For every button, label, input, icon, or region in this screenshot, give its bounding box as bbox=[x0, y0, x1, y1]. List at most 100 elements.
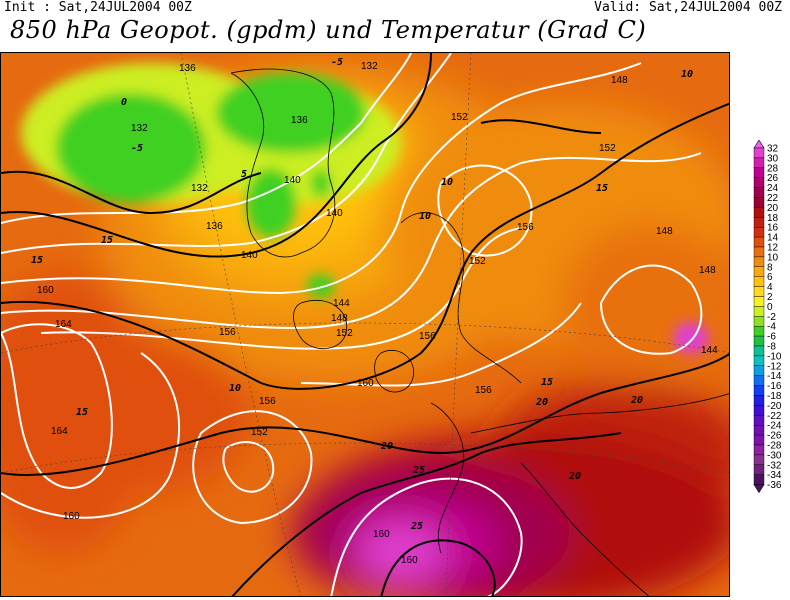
map-title: 850 hPa Geopot. (gpdm) und Temperatur (G… bbox=[10, 16, 647, 44]
geo-label-156c: 156 bbox=[259, 396, 276, 407]
legend-label: -4 bbox=[767, 322, 776, 333]
isotherm-contours bbox=[1, 53, 729, 596]
temp-label-15c: 15 bbox=[596, 183, 608, 194]
legend-label: 16 bbox=[767, 223, 779, 234]
legend-label: 2 bbox=[767, 292, 773, 303]
legend-label: -22 bbox=[767, 411, 782, 422]
geo-label-156d: 156 bbox=[475, 385, 492, 396]
temp-label-0: 0 bbox=[121, 97, 127, 108]
legend-label: -32 bbox=[767, 460, 782, 471]
temp-label-10b: 10 bbox=[419, 211, 431, 222]
legend-swatch bbox=[753, 405, 765, 416]
legend-label: -30 bbox=[767, 450, 782, 461]
legend-label: 20 bbox=[767, 203, 779, 214]
legend-swatch bbox=[753, 256, 765, 268]
geopotential-labels: 132 132 132 136 136 136 140 140 140 144 … bbox=[37, 61, 718, 566]
geo-label-140c: 140 bbox=[241, 250, 258, 261]
geo-label-156b: 156 bbox=[419, 331, 436, 342]
legend-swatch bbox=[753, 296, 765, 307]
legend-swatch bbox=[753, 226, 765, 238]
geo-label-164b: 164 bbox=[51, 426, 68, 437]
geo-label-152b: 152 bbox=[336, 328, 353, 339]
geo-label-140b: 140 bbox=[326, 208, 343, 219]
temp-label-m5b: -5 bbox=[131, 143, 143, 154]
temperature-field bbox=[1, 53, 729, 596]
geo-label-132: 132 bbox=[131, 123, 148, 134]
temp-label-5: 5 bbox=[241, 169, 247, 180]
geo-label-144: 144 bbox=[333, 298, 350, 309]
geo-label-140: 140 bbox=[284, 175, 301, 186]
temp-label-20d: 20 bbox=[568, 471, 581, 482]
legend-label: 22 bbox=[767, 193, 779, 204]
legend-label: -18 bbox=[767, 391, 782, 402]
legend-label: -36 bbox=[767, 480, 782, 491]
temp-label-m5: -5 bbox=[331, 57, 343, 68]
geo-label-136c: 136 bbox=[291, 115, 308, 126]
geo-label-144b: 144 bbox=[701, 345, 718, 356]
legend-label: -8 bbox=[767, 342, 776, 353]
geo-label-160b: 160 bbox=[357, 378, 374, 389]
legend-swatch bbox=[753, 335, 765, 347]
geo-label-148c: 148 bbox=[656, 226, 673, 237]
legend-label: -34 bbox=[767, 470, 782, 481]
legend-labels: 32302826242220181614121086420-2-4-6-8-10… bbox=[767, 144, 782, 492]
legend-svg: 32302826242220181614121086420-2-4-6-8-10… bbox=[753, 139, 782, 494]
geo-label-136: 136 bbox=[179, 63, 196, 74]
legend-swatch bbox=[753, 345, 765, 357]
legend-label: 6 bbox=[767, 272, 773, 283]
geo-label-152d: 152 bbox=[251, 427, 268, 438]
legend-swatch bbox=[753, 246, 765, 258]
temp-label-10c: 10 bbox=[681, 69, 693, 80]
legend-label: -10 bbox=[767, 351, 782, 362]
legend-label: 14 bbox=[767, 233, 779, 244]
legend-swatch bbox=[753, 385, 765, 396]
geo-label-148b: 148 bbox=[611, 75, 628, 86]
legend-label: -14 bbox=[767, 371, 782, 382]
temp-label-10: 10 bbox=[441, 177, 453, 188]
color-legend: 32 30 28 26 24 22 20 18 16 14 12 10 8 6 4 2 0 -2 -4 -6 -8 -10… bbox=[748, 139, 788, 520]
legend-label: -26 bbox=[767, 431, 782, 442]
legend-swatches bbox=[753, 139, 765, 494]
temp-label-15d: 15 bbox=[76, 407, 88, 418]
legend-swatch bbox=[753, 167, 765, 178]
temperature-labels: 0 -5 -5 5 10 10 10 10 15 15 15 15 15 20 … bbox=[31, 57, 693, 532]
legend-swatch bbox=[753, 464, 765, 475]
geo-label-152: 152 bbox=[451, 112, 468, 123]
geo-label-164: 164 bbox=[55, 319, 72, 330]
legend-label: 18 bbox=[767, 213, 779, 224]
legend-arrow-bottom bbox=[753, 484, 765, 494]
geo-label-160c: 160 bbox=[63, 511, 80, 522]
legend-swatch bbox=[753, 207, 765, 218]
temp-label-15b: 15 bbox=[31, 255, 43, 266]
geo-label-136b: 136 bbox=[206, 221, 223, 232]
legend-swatch bbox=[753, 365, 765, 376]
legend-label: 10 bbox=[767, 252, 779, 263]
legend-swatch bbox=[753, 425, 765, 436]
legend-swatch bbox=[753, 286, 765, 297]
legend-label: 30 bbox=[767, 153, 779, 164]
geo-label-148d: 148 bbox=[699, 265, 716, 276]
temp-label-20b: 20 bbox=[535, 397, 548, 408]
geo-label-148: 148 bbox=[331, 313, 348, 324]
legend-swatch bbox=[753, 187, 765, 198]
geo-label-160: 160 bbox=[37, 285, 54, 296]
legend-label: 12 bbox=[767, 243, 779, 254]
legend-swatch bbox=[753, 306, 765, 317]
legend-swatch bbox=[753, 415, 765, 426]
legend-label: 8 bbox=[767, 262, 773, 273]
geo-label-160d: 160 bbox=[373, 529, 390, 540]
legend-swatch bbox=[753, 147, 765, 159]
legend-swatch bbox=[753, 316, 765, 327]
geopotential-contours bbox=[1, 53, 703, 596]
legend-label: 32 bbox=[767, 144, 779, 155]
geo-label-152c: 152 bbox=[469, 256, 486, 267]
temp-label-20c: 20 bbox=[630, 395, 643, 406]
legend-label: -28 bbox=[767, 441, 782, 452]
legend-swatch bbox=[753, 217, 765, 228]
temp-label-25: 25 bbox=[412, 465, 425, 476]
legend-swatch bbox=[753, 444, 765, 456]
legend-arrow-top bbox=[753, 139, 765, 149]
legend-label: -20 bbox=[767, 401, 782, 412]
legend-label: 26 bbox=[767, 173, 779, 184]
legend-swatch bbox=[753, 157, 765, 168]
